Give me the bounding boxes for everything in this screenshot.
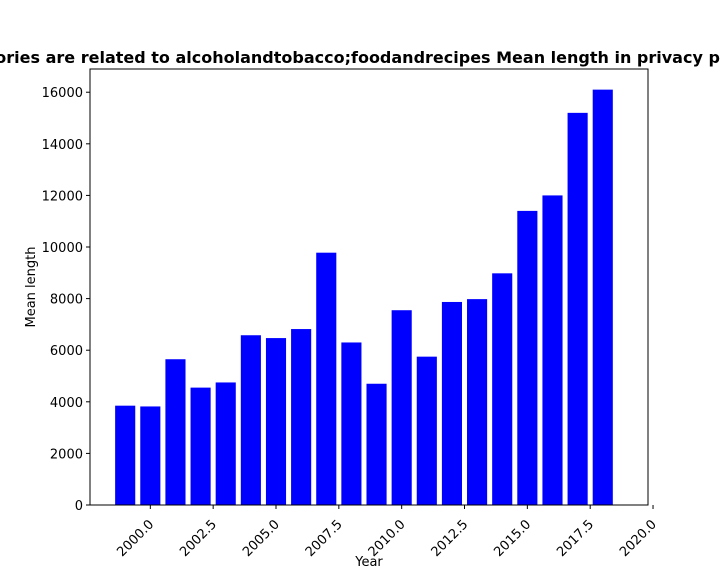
bar-2013	[467, 299, 488, 505]
y-axis-ticks: 0 2000 4000 6000 8000 10000 12000 14000 16000	[42, 86, 90, 514]
chart-title: Categories are related to alcoholandtoba…	[0, 48, 720, 67]
y-tick-label: 16000	[42, 86, 83, 101]
bar-2005	[265, 338, 287, 505]
x-tick-label: 2010.0	[366, 517, 409, 560]
bar-2009	[366, 383, 387, 505]
bar-2001	[165, 359, 186, 505]
bar-2014	[492, 273, 513, 505]
x-tick-label: 2000.0	[114, 517, 157, 560]
bar-2008	[341, 342, 362, 505]
bar-2002	[190, 387, 211, 505]
x-tick-label: 2005.0	[240, 517, 283, 560]
y-tick-label: 14000	[42, 138, 83, 153]
y-tick-label: 8000	[50, 293, 83, 308]
x-tick-label: 2015.0	[491, 517, 534, 560]
y-tick-label: 0	[75, 499, 83, 514]
bar-2016	[542, 195, 563, 506]
x-tick-label: 2002.5	[177, 517, 220, 560]
bars-group	[115, 89, 613, 506]
x-tick-label: 2012.5	[429, 517, 472, 560]
bar-2012	[441, 301, 462, 505]
bar-2018	[592, 89, 613, 506]
y-tick-label: 2000	[50, 447, 83, 462]
bar-2003	[215, 382, 236, 505]
bar-1999	[115, 405, 136, 505]
x-tick-label: 2017.5	[554, 517, 597, 560]
x-tick-label: 2007.5	[303, 517, 346, 560]
bar-2011	[416, 356, 437, 505]
y-tick-label: 10000	[42, 241, 83, 256]
y-axis-label: Mean length	[24, 247, 39, 328]
bar-2004	[240, 335, 261, 505]
y-tick-label: 6000	[50, 344, 83, 359]
bar-2000	[140, 406, 161, 505]
y-tick-label: 12000	[42, 189, 83, 204]
bar-2007	[316, 252, 337, 505]
bar-2006	[291, 329, 312, 505]
x-tick-label: 2020.0	[617, 517, 660, 560]
x-axis-label: Year	[354, 555, 383, 570]
bar-2015	[517, 210, 538, 505]
x-axis-ticks: 2000.0 2002.5 2005.0 2007.5 2010.0 2012.5 2015…	[114, 505, 660, 560]
plot-frame	[89, 68, 649, 506]
bar-2017	[567, 112, 588, 506]
bar-2010	[391, 310, 412, 505]
y-tick-label: 4000	[50, 396, 83, 411]
